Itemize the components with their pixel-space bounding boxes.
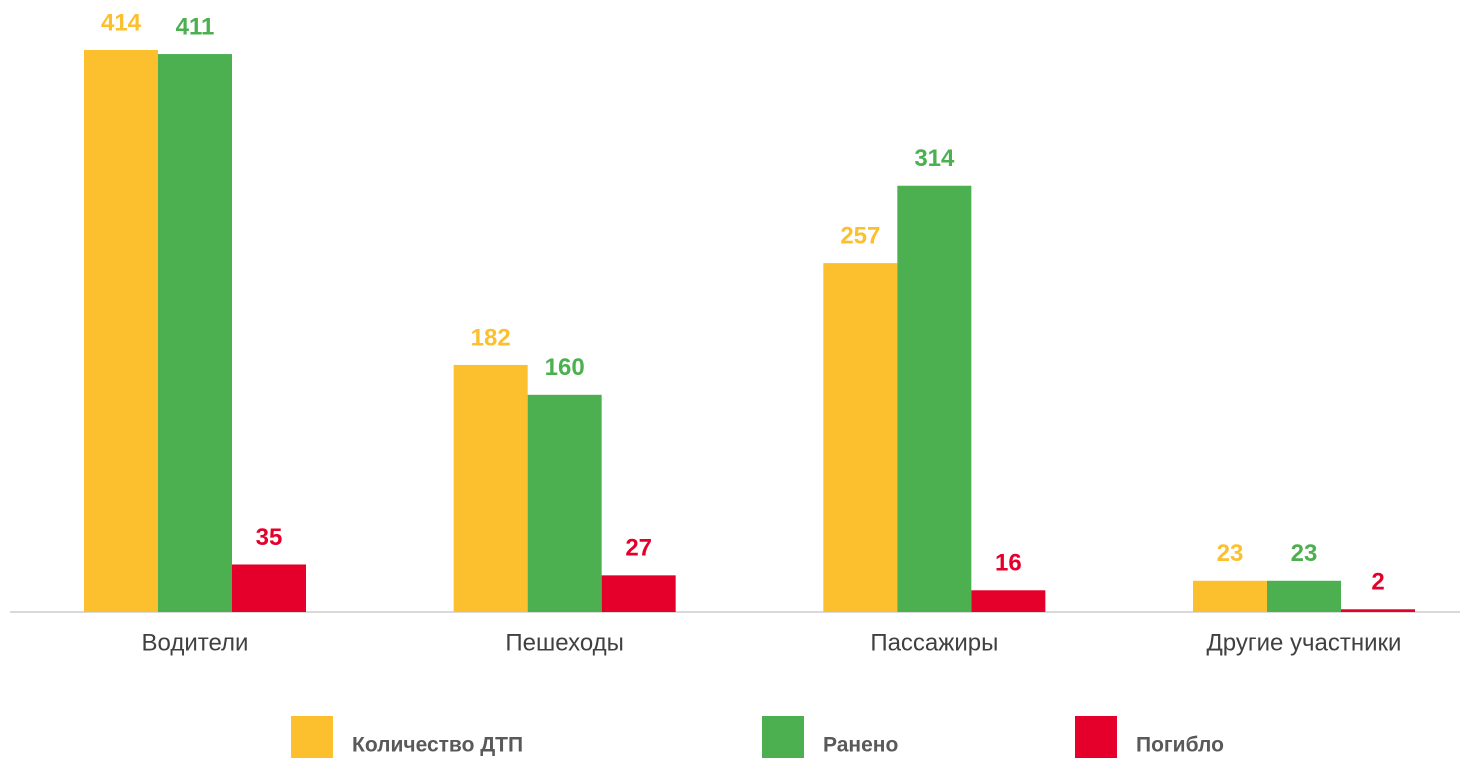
value-label: 257 (840, 222, 880, 249)
bar (823, 263, 898, 612)
value-label: 35 (256, 524, 283, 551)
legend-swatch (291, 716, 333, 758)
legend-label: Погибло (1136, 734, 1224, 757)
legend-label: Количество ДТП (352, 734, 523, 757)
bar (453, 364, 528, 612)
x-tick-label: Водители (142, 629, 249, 656)
value-label: 314 (914, 145, 955, 172)
value-label: 23 (1291, 540, 1318, 567)
bar (601, 575, 676, 612)
value-label: 182 (471, 324, 511, 351)
bar (971, 590, 1046, 612)
bar (1341, 609, 1416, 612)
x-tick-label: Другие участники (1207, 629, 1402, 656)
value-label: 23 (1217, 540, 1244, 567)
legend-swatch (762, 716, 804, 758)
bar (158, 54, 232, 613)
value-label: 411 (176, 13, 215, 40)
value-label: 16 (995, 550, 1022, 577)
legend-swatch (1075, 716, 1117, 758)
x-tick-label: Пешеходы (505, 629, 623, 656)
bar (897, 185, 972, 613)
x-tick-label: Пассажиры (870, 629, 998, 656)
legend-label: Ранено (823, 734, 898, 757)
value-label: 27 (625, 535, 652, 562)
bar (232, 564, 306, 612)
bar (84, 50, 158, 612)
bar (1193, 580, 1268, 612)
value-label: 2 (1371, 569, 1384, 596)
bar (1267, 580, 1342, 612)
value-label: 160 (545, 354, 585, 381)
value-label: 414 (101, 9, 142, 36)
bar (527, 394, 602, 612)
